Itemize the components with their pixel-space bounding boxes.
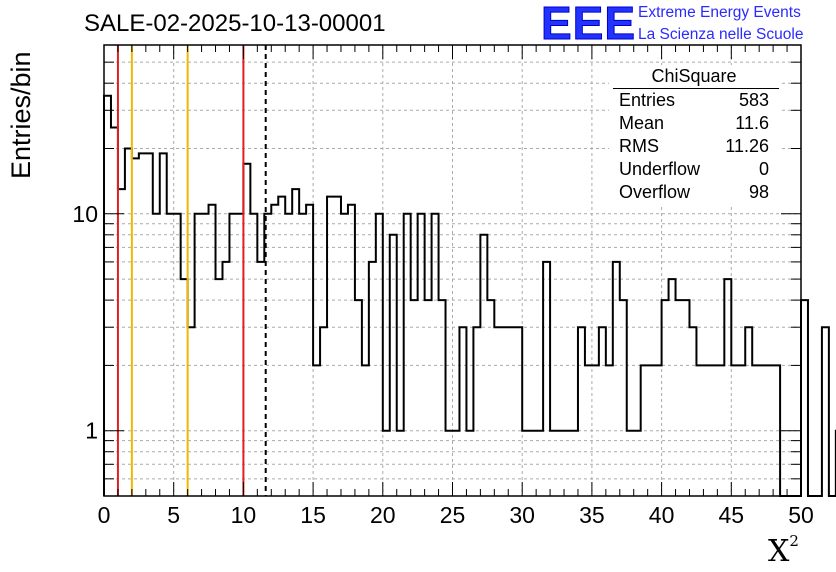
stats-key: Mean (619, 113, 665, 133)
x-tick-label: 40 (649, 502, 675, 528)
y-tick-label: 10 (72, 201, 98, 227)
x-tick-label: 45 (719, 502, 745, 528)
x-tick-label: 15 (300, 502, 326, 528)
stats-value: 0 (758, 159, 769, 179)
histogram-line (103, 94, 836, 497)
y-tick-label: 1 (85, 418, 98, 444)
stats-row: Underflow 0 (609, 158, 779, 181)
logo-line-2: La Scienza nelle Scuole (638, 26, 804, 43)
stats-value: 11.6 (735, 113, 769, 133)
x-tick-label: 30 (509, 502, 535, 528)
logo-line-1: Extreme Energy Events (638, 4, 801, 21)
x-axis-label: X2 (768, 532, 799, 569)
stats-row: Mean 11.6 (609, 112, 779, 135)
stats-value: 11.26 (725, 136, 769, 156)
stats-key: Overflow (619, 182, 691, 202)
x-tick-label: 35 (579, 502, 605, 528)
x-tick-label: 10 (231, 502, 257, 528)
stats-key: RMS (619, 136, 659, 156)
stats-key: Entries (619, 90, 676, 110)
stats-title: ChiSquare (651, 66, 737, 86)
stats-box: ChiSquare Entries 583 Mean 11.6 RMS 11.26 U… (609, 65, 779, 204)
stats-divider (613, 88, 779, 89)
x-tick-label: 0 (98, 502, 111, 528)
chart-title: SALE-02-2025-10-13-00001 (84, 10, 386, 37)
stats-key: Underflow (619, 159, 701, 179)
eee-logo: EEE (540, 0, 637, 49)
stats-value: 583 (738, 90, 769, 110)
x-tick-label: 20 (370, 502, 396, 528)
x-tick-label: 5 (167, 502, 180, 528)
stats-value: 98 (748, 182, 769, 202)
stats-row: RMS 11.26 (609, 135, 779, 158)
y-axis-label: Entries/bin (6, 51, 36, 179)
x-tick-label: 50 (788, 502, 814, 528)
stats-row: Entries 583 (609, 89, 779, 112)
x-tick-label: 25 (440, 502, 466, 528)
stats-row: Overflow 98 (609, 181, 779, 204)
